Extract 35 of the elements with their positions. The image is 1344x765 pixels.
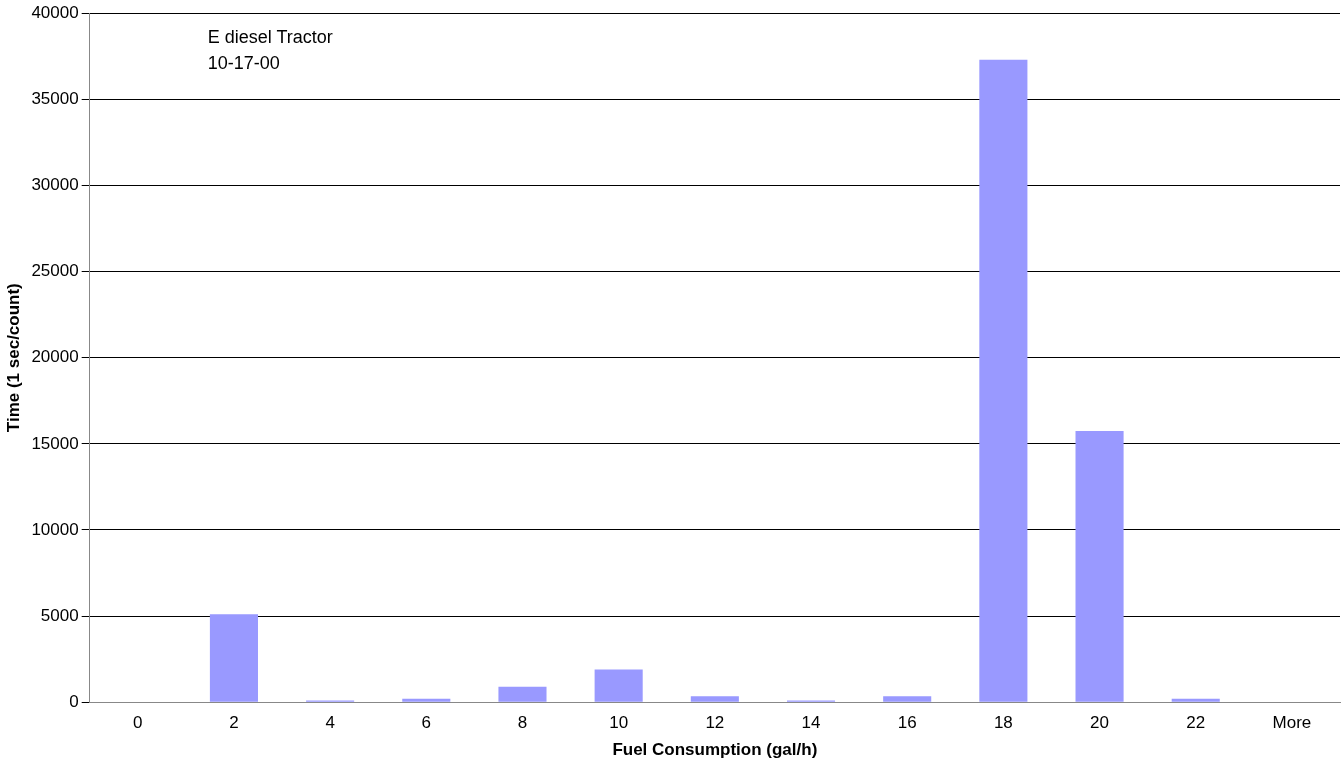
y-tick-label: 25000: [31, 261, 79, 281]
x-tick-label: 16: [897, 713, 917, 733]
x-tick-label: 6: [421, 713, 432, 733]
y-axis-title: Time (1 sec/count): [3, 283, 23, 433]
x-tick-label: More: [1272, 713, 1312, 733]
bar: [883, 696, 932, 702]
y-tick-label: 0: [69, 691, 79, 711]
x-tick-label: 0: [133, 713, 143, 733]
x-tick-label: 4: [325, 713, 335, 733]
y-tick-label: 20000: [31, 347, 79, 367]
bar: [498, 686, 547, 702]
y-tick-label: 15000: [31, 433, 79, 453]
x-tick-label: 18: [993, 713, 1013, 733]
y-tick-label: 30000: [31, 175, 79, 195]
y-tick-label: 40000: [31, 2, 79, 22]
y-tick-label: 35000: [31, 89, 79, 109]
x-tick-label: 14: [801, 713, 821, 733]
bar: [1075, 430, 1124, 702]
x-tick-label: 2: [229, 713, 239, 733]
y-tick-label: 5000: [40, 605, 79, 625]
annotation: 10-17-00: [207, 53, 280, 74]
x-tick-label: 8: [517, 713, 528, 733]
x-tick-label: 10: [609, 713, 629, 733]
bar: [402, 698, 451, 702]
x-tick-label: 20: [1090, 713, 1110, 733]
bar: [594, 669, 643, 702]
x-tick-label: 12: [705, 713, 725, 733]
bar: [690, 696, 739, 702]
x-tick-label: 22: [1186, 713, 1206, 733]
y-tick-label: 10000: [31, 519, 79, 539]
bar: [1171, 698, 1220, 702]
x-axis-title: Fuel Consumption (gal/h): [612, 740, 818, 760]
annotation: E diesel Tractor: [207, 27, 333, 48]
bar: [209, 614, 258, 702]
bar: [979, 59, 1028, 702]
